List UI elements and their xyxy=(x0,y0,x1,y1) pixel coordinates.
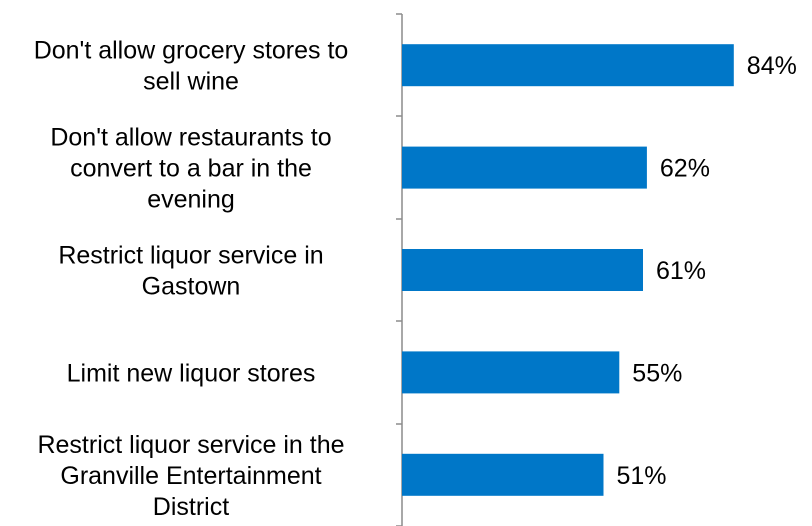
category-label: evening xyxy=(147,186,235,214)
category-label: convert to a bar in the xyxy=(70,155,312,183)
data-label: 51% xyxy=(617,462,667,490)
bar xyxy=(402,351,620,394)
bar xyxy=(402,249,643,291)
data-label: 55% xyxy=(632,359,682,387)
category-label: Restrict liquor service in the xyxy=(37,431,344,459)
chart-axis xyxy=(396,13,403,526)
bar xyxy=(402,146,647,189)
category-label: Granville Entertainment xyxy=(60,462,321,490)
data-label: 61% xyxy=(656,257,706,285)
category-label: Don't allow restaurants to xyxy=(50,124,331,152)
bar xyxy=(402,44,734,87)
bar xyxy=(402,453,604,496)
category-label: District xyxy=(153,493,229,521)
chart-bars xyxy=(402,44,734,496)
value-labels: 84% 62% 61% 55% 51% xyxy=(617,52,797,490)
category-label: Restrict liquor service in xyxy=(58,242,323,270)
category-label: Gastown xyxy=(142,273,241,301)
data-label: 84% xyxy=(747,52,797,80)
category-labels: Don't allow grocery stores to sell wine Do… xyxy=(34,37,349,521)
category-label: Limit new liquor stores xyxy=(67,359,316,387)
category-label: sell wine xyxy=(143,68,239,96)
data-label: 62% xyxy=(660,155,710,183)
category-label: Don't allow grocery stores to xyxy=(34,37,349,65)
